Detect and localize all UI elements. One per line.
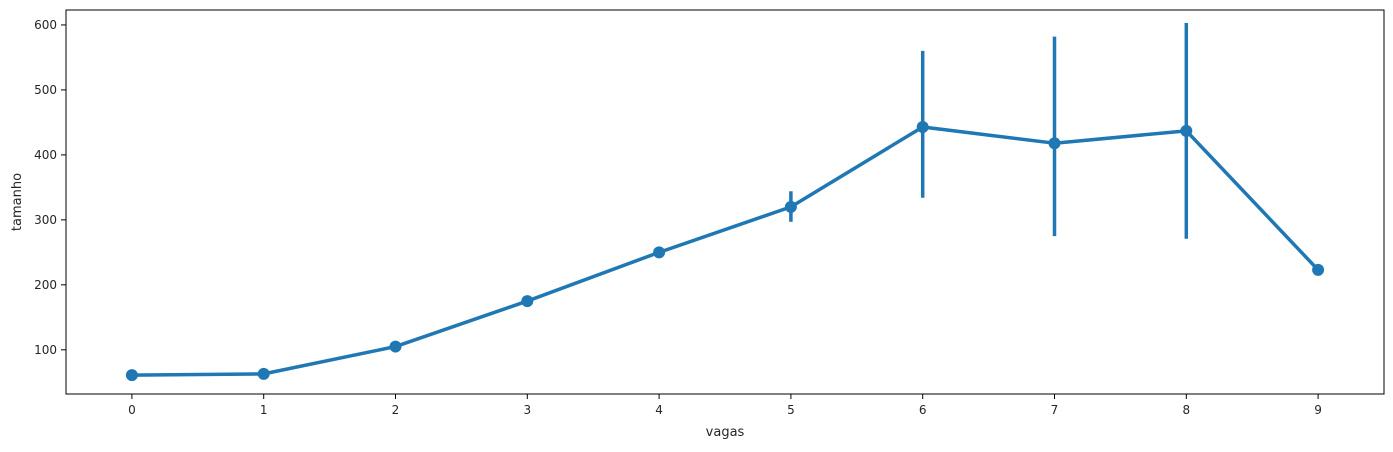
data-point — [1180, 124, 1193, 137]
data-point — [784, 200, 797, 213]
x-tick-label: 7 — [1051, 403, 1059, 417]
data-point — [125, 369, 138, 382]
x-tick-label: 4 — [655, 403, 663, 417]
data-point — [521, 295, 534, 308]
series-line — [131, 125, 1320, 377]
data-point — [257, 367, 270, 380]
x-tick-label: 1 — [260, 403, 268, 417]
x-tick-label: 2 — [392, 403, 400, 417]
x-tick-label: 6 — [919, 403, 927, 417]
x-tick-label: 3 — [523, 403, 531, 417]
plot-area — [65, 9, 1385, 395]
y-axis: 100 200 300 400 500 600 — [34, 18, 66, 357]
y-axis-label: tamanho — [10, 173, 25, 231]
y-tick-label: 200 — [34, 278, 57, 292]
y-tick-label: 100 — [34, 343, 57, 357]
x-tick-label: 0 — [128, 403, 136, 417]
x-tick-label: 8 — [1182, 403, 1190, 417]
y-tick-label: 300 — [34, 213, 57, 227]
x-tick-label: 9 — [1314, 403, 1322, 417]
data-points — [125, 120, 1325, 382]
data-point — [1048, 137, 1061, 150]
data-point — [653, 246, 666, 259]
y-tick-label: 500 — [34, 83, 57, 97]
data-point — [389, 340, 402, 353]
y-tick-label: 400 — [34, 148, 57, 162]
x-axis: 0 1 2 3 4 5 6 7 8 9 — [128, 394, 1322, 417]
x-axis-label: vagas — [706, 425, 745, 440]
data-point — [1312, 263, 1325, 276]
series-line-group — [131, 125, 1320, 377]
data-point — [916, 120, 929, 133]
x-tick-label: 5 — [787, 403, 795, 417]
y-tick-label: 600 — [34, 18, 57, 32]
